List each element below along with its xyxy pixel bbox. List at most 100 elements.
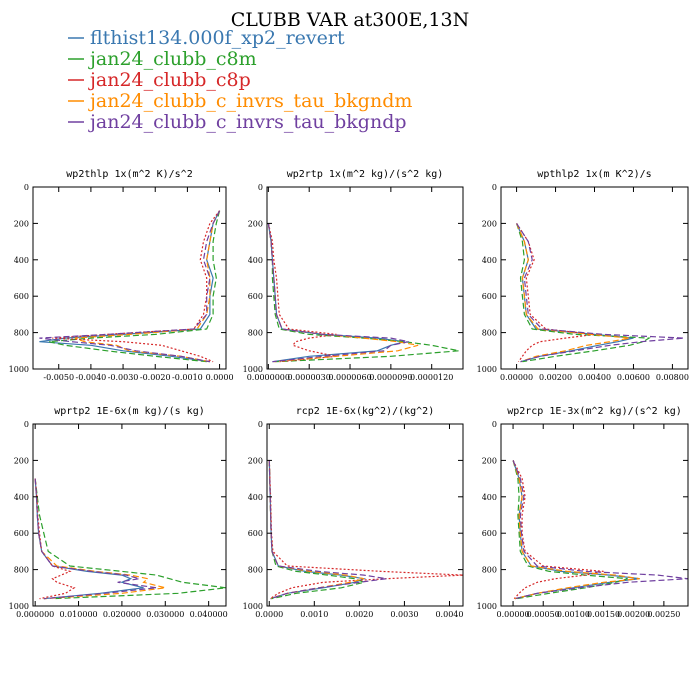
y-tick-label: 0 [492,420,497,429]
series-line [512,460,604,600]
plot-frame [32,423,227,607]
series-line [268,460,463,600]
x-tick-label: 0.00000 [497,610,530,619]
y-tick-label: 600 [482,529,497,538]
x-tick-label: 0.0000 [255,610,283,619]
y-tick-label: 1000 [9,602,29,611]
x-tick-label: 0.0000060 [328,373,371,382]
x-tick-label: 0.00100 [557,610,590,619]
x-tick-label: 0.00050 [527,610,560,619]
x-tick-label: 0.030000 [146,610,184,619]
y-tick-label: 800 [482,566,497,575]
y-tick-label: 200 [14,219,29,228]
x-tick-label: 0.040000 [190,610,228,619]
panel-title: wp2thlp 1x(m^2 K)/s^2 [66,169,192,180]
y-tick-label: 800 [248,329,263,338]
x-tick-label: 0.00200 [617,610,650,619]
chart-panel: wprtp2 1E-6x(m kg)/(s kg) 0 200 400 600 800 10… [9,406,228,619]
panel-title: rcp2 1E-6x(kg^2)/(kg^2) [296,406,434,417]
chart-panel: wpthlp2 1x(m K^2)/s020040060080010000.00… [477,169,689,382]
x-tick-label: -0.0020 [140,373,171,382]
x-tick-label: 0.0000000 [247,373,290,382]
y-tick-label: 1000 [9,365,29,374]
y-tick-label: 400 [248,256,263,265]
series-group [267,223,460,363]
x-tick-label: 0.00600 [617,373,650,382]
legend-entry: jan24_clubb_c8p [68,69,251,91]
y-tick-label: 800 [248,566,263,575]
y-tick-label: 600 [14,529,29,538]
chart-panel: wp2rcp 1E-3x(m^2 kg)/(s^2 kg) 0 200 400 600 8… [477,406,689,619]
series-group [512,460,688,600]
x-tick-label: 0.00800 [656,373,689,382]
x-tick-label: 0.0000090 [369,373,412,382]
series-line [516,223,651,363]
series-line [268,460,387,600]
x-tick-label: -0.0010 [172,373,203,382]
x-tick-label: -0.0040 [76,373,107,382]
legend-label: flthist134.000f_xp2_revert [90,27,345,49]
series-group [34,478,226,600]
figure-title: CLUBB VAR at300E,13N [231,9,470,31]
series-line [512,460,688,600]
panel-title: wp2rtp 1x(m^2 kg)/(s^2 kg) [287,169,444,180]
y-tick-label: 0 [258,420,263,429]
y-tick-label: 200 [482,219,497,228]
x-tick-label: 0.0000 [206,373,234,382]
y-tick-label: 800 [14,329,29,338]
x-tick-label: 0.00000 [500,373,533,382]
series-group [39,210,221,363]
series-line [52,210,221,363]
series-line [516,223,630,363]
legend-label: jan24_clubb_c8m [88,48,257,70]
x-tick-label: -0.0030 [108,373,139,382]
series-line [512,460,640,600]
series-group [268,460,463,600]
legend: flthist134.000f_xp2_revertjan24_clubb_c8… [68,27,412,133]
series-line [267,223,409,363]
legend-entry: jan24_clubb_c_invrs_tau_bkgndp [68,111,407,133]
y-tick-label: 0 [492,183,497,192]
y-tick-label: 200 [14,456,29,465]
y-tick-label: 200 [482,456,497,465]
panel-title: wpthlp2 1x(m K^2)/s [537,169,651,180]
series-group [516,223,685,363]
y-tick-label: 1000 [477,602,497,611]
x-tick-label: -0.0050 [43,373,74,382]
legend-label: jan24_clubb_c8p [88,69,251,91]
series-line [39,210,221,363]
plot-frame [32,186,227,370]
legend-entry: jan24_clubb_c8m [68,48,257,70]
y-tick-label: 600 [248,292,263,301]
y-tick-label: 600 [14,292,29,301]
y-tick-label: 0 [24,420,29,429]
x-tick-label: 0.0000120 [410,373,453,382]
series-line [74,210,221,363]
series-line [34,478,157,600]
legend-entry: jan24_clubb_c_invrs_tau_bkgndm [68,90,412,112]
legend-label: jan24_clubb_c_invrs_tau_bkgndp [88,111,407,133]
chart-panel: rcp2 1E-6x(kg^2)/(kg^2) 0 200 400 600 800 1000… [243,406,464,619]
series-line [516,223,685,363]
series-line [267,223,337,363]
x-tick-label: 0.000000 [16,610,54,619]
series-line [34,478,226,600]
x-tick-label: 0.010000 [59,610,97,619]
y-tick-label: 1000 [243,602,263,611]
legend-entry: flthist134.000f_xp2_revert [68,27,345,49]
y-tick-label: 800 [14,566,29,575]
x-tick-label: 0.0010 [300,610,328,619]
y-tick-label: 600 [482,292,497,301]
y-tick-label: 400 [14,493,29,502]
plot-frame [266,186,464,370]
y-tick-label: 200 [248,219,263,228]
chart-panels: wp2thlp 1x(m^2 K)/s^2 0 200 400 600 800 1000 -0… [9,169,689,619]
x-tick-label: 0.0000030 [288,373,331,382]
y-tick-label: 1000 [477,365,497,374]
x-tick-label: 0.0030 [390,610,418,619]
y-tick-label: 400 [248,493,263,502]
x-tick-label: 0.00150 [587,610,620,619]
y-tick-label: 1000 [243,365,263,374]
chart-panel: wp2thlp 1x(m^2 K)/s^2 0 200 400 600 800 1000 -0… [9,169,234,382]
